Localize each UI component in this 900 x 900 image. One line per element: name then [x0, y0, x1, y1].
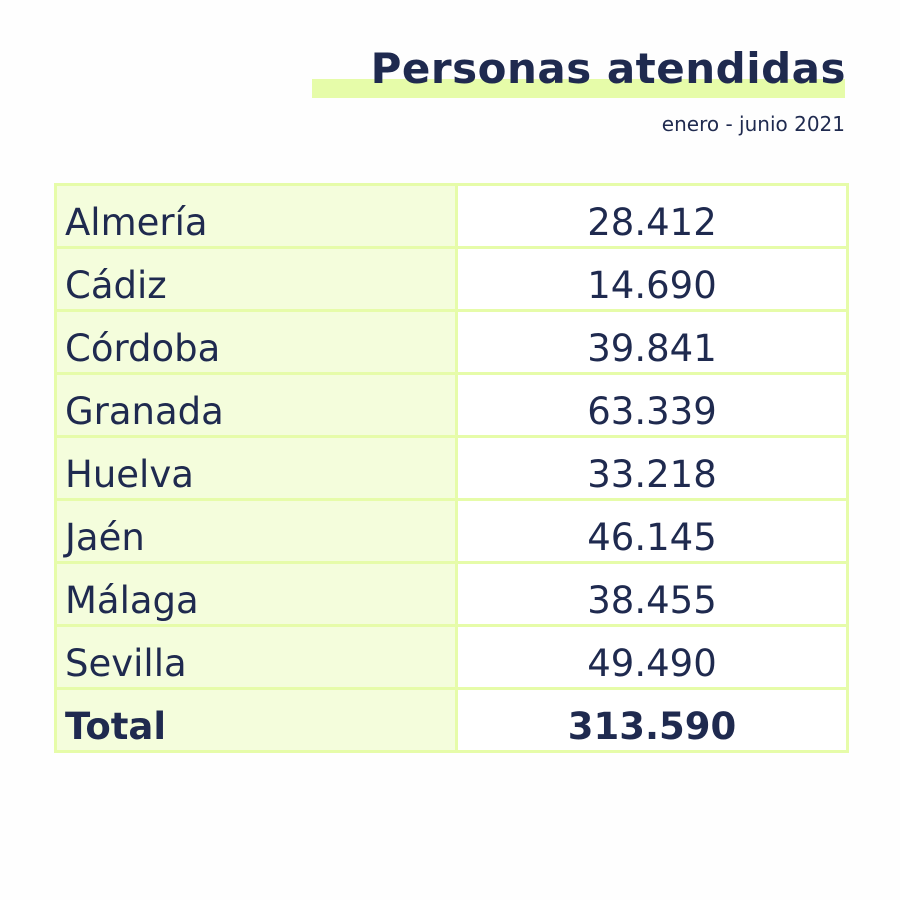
people-count: 49.490: [455, 624, 849, 690]
table-row: Almería 28.412: [54, 183, 849, 249]
people-count: 46.145: [455, 498, 849, 564]
table-row: Córdoba 39.841: [54, 309, 849, 375]
province-name: Huelva: [54, 435, 458, 501]
province-name: Málaga: [54, 561, 458, 627]
people-count: 313.590: [455, 687, 849, 753]
table-row: Málaga 38.455: [54, 561, 849, 627]
people-count: 14.690: [455, 246, 849, 312]
province-name: Granada: [54, 372, 458, 438]
table-row: Granada 63.339: [54, 372, 849, 438]
province-name: Córdoba: [54, 309, 458, 375]
province-name: Almería: [54, 183, 458, 249]
province-name: Jaén: [54, 498, 458, 564]
province-name: Sevilla: [54, 624, 458, 690]
people-count: 28.412: [455, 183, 849, 249]
data-table: Almería 28.412 Cádiz 14.690 Córdoba 39.841 Gra…: [54, 183, 849, 753]
province-name: Total: [54, 687, 458, 753]
table-row-total: Total 313.590: [54, 687, 849, 753]
table-row: Huelva 33.218: [54, 435, 849, 501]
people-count: 38.455: [455, 561, 849, 627]
province-name: Cádiz: [54, 246, 458, 312]
people-count: 39.841: [455, 309, 849, 375]
people-count: 33.218: [455, 435, 849, 501]
table-row: Sevilla 49.490: [54, 624, 849, 690]
title-highlight: [312, 79, 845, 98]
table-row: Jaén 46.145: [54, 498, 849, 564]
page-subtitle: enero - junio 2021: [661, 112, 845, 136]
people-count: 63.339: [455, 372, 849, 438]
page-title: Personas atendidas: [370, 44, 846, 93]
table-row: Cádiz 14.690: [54, 246, 849, 312]
